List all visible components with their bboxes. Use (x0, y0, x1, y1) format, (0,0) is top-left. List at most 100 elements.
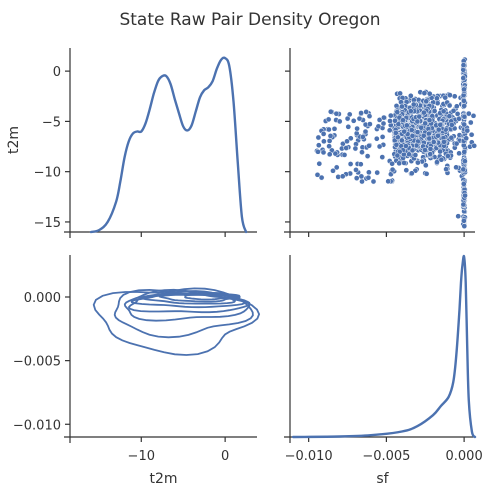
scatter-point (366, 169, 372, 176)
panel-t2m-vs-sf: 0.000 −0.005 −0.010 −10 0 t2m (13, 255, 261, 487)
scatter-point (408, 170, 415, 177)
scatter-point (435, 132, 441, 139)
scatter-point (327, 108, 334, 115)
x-tick-label: 0 (221, 449, 229, 464)
scatter-point (412, 152, 419, 158)
scatter-point (409, 132, 416, 139)
scatter-point (374, 169, 381, 176)
scatter-point (422, 162, 429, 169)
scatter-point (427, 146, 434, 152)
scatter-point (422, 120, 429, 127)
scatter-point (318, 174, 325, 181)
scatter-point (352, 145, 359, 152)
scatter-point (327, 133, 334, 139)
scatter-point (437, 121, 444, 128)
x-tick-label: −0.005 (362, 449, 410, 464)
scatter-point (385, 178, 392, 185)
scatter-point (407, 92, 414, 99)
scatter-point (448, 122, 455, 128)
scatter-point (410, 101, 417, 108)
scatter-point (316, 160, 323, 167)
scatter-point (321, 138, 327, 145)
scatter-point (407, 108, 414, 114)
scatter-point (347, 161, 354, 167)
scatter-point (389, 166, 396, 173)
scatter-point (423, 170, 430, 177)
scatter-point (359, 178, 365, 185)
contour-level (184, 294, 238, 301)
scatter-point (461, 86, 467, 93)
scatter-point (381, 114, 387, 121)
scatter-point (365, 174, 372, 181)
x-tick-label: −10 (128, 449, 155, 464)
y-tick-label: 0 (53, 65, 61, 80)
scatter-point (375, 123, 382, 130)
scatter-point (393, 141, 400, 148)
scatter-point (418, 124, 425, 131)
scatter-point (339, 173, 346, 180)
scatter-point (446, 113, 453, 120)
scatter-point (403, 122, 410, 129)
y-tick-label: −15 (34, 216, 61, 231)
scatter-point (420, 132, 427, 139)
scatter-point (394, 109, 401, 115)
scatter-point (315, 142, 322, 149)
scatter-point (399, 103, 405, 110)
scatter-point (326, 143, 332, 150)
panels: 0 −5 −10 −15 t2m 0.000 −0.005 −0.010 −10 0 t2m −0.0… (6, 48, 483, 487)
scatter-point (362, 128, 369, 135)
scatter-point (461, 113, 468, 120)
scatter-point (442, 94, 449, 101)
x-tick-label: 0.000 (446, 449, 483, 464)
scatter-point (326, 151, 333, 158)
scatter-point (354, 125, 360, 132)
scatter-point (341, 152, 348, 158)
scatter-point (344, 115, 351, 122)
scatter-point (462, 192, 468, 199)
scatter-point (451, 93, 458, 100)
scatter-point (462, 158, 468, 165)
scatter-point (456, 150, 462, 157)
scatter-point (353, 130, 360, 137)
scatter-point (315, 134, 322, 141)
scatter-point (376, 143, 383, 150)
x-axis-label: t2m (149, 471, 177, 487)
scatter-point (353, 167, 359, 173)
scatter-point (453, 103, 460, 110)
scatter-point (460, 166, 467, 173)
scatter-point (347, 135, 354, 142)
scatter-point (387, 118, 393, 124)
scatter-point (332, 150, 339, 157)
chart-title: State Raw Pair Density Oregon (119, 10, 380, 30)
scatter-point (408, 127, 415, 133)
x-tick-label: −0.010 (285, 449, 333, 464)
scatter-point (471, 142, 478, 149)
contour-lines (92, 287, 261, 356)
y-tick-label: −10 (34, 166, 61, 181)
scatter-point (320, 131, 327, 137)
scatter-point (453, 164, 459, 171)
scatter-point (325, 116, 332, 123)
scatter-point (426, 90, 433, 97)
scatter-point (464, 127, 471, 134)
scatter-point (431, 108, 438, 114)
scatter-point (461, 217, 467, 224)
scatter-point (333, 110, 340, 117)
scatter-point (330, 167, 336, 174)
scatter-point (461, 103, 468, 109)
scatter-point (448, 134, 455, 141)
scatter-point (434, 95, 440, 102)
scatter-point (387, 112, 394, 119)
scatter-point (403, 167, 410, 174)
panel-t2m-diag: 0 −5 −10 −15 t2m (6, 48, 257, 238)
scatter-point (421, 109, 427, 116)
scatter-point (350, 117, 357, 124)
panel-sf-diag: −0.010 −0.005 0.000 sf (284, 254, 483, 487)
scatter-point (363, 109, 370, 115)
scatter-point (445, 153, 451, 159)
scatter-point (353, 175, 360, 181)
scatter-point (434, 159, 440, 165)
y-tick-label: −0.005 (13, 355, 61, 370)
scatter-point (416, 113, 423, 120)
